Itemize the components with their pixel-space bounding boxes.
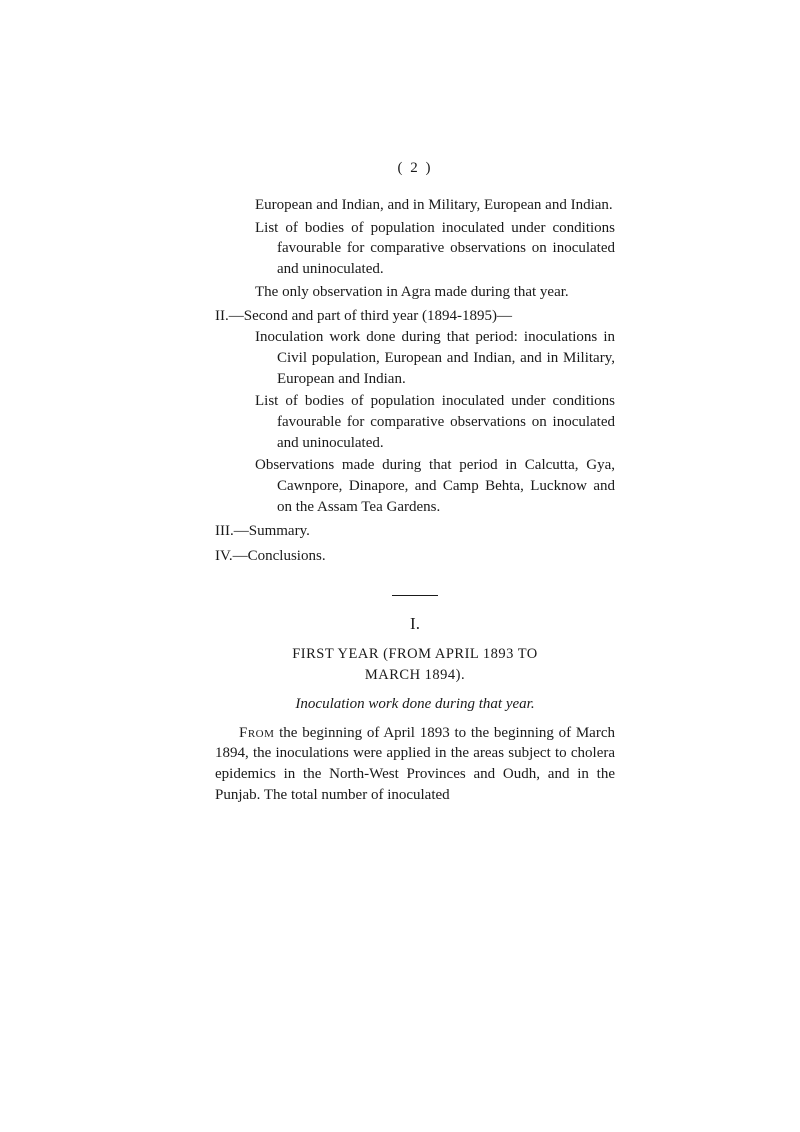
heading-line-2: MARCH 1894).	[365, 667, 465, 683]
list-item: Inoculation work done during that period…	[277, 327, 615, 389]
roman-numeral-heading: I.	[215, 614, 615, 634]
section-3: III.—Summary.	[233, 521, 615, 542]
list-item: The only observation in Agra made during…	[277, 282, 615, 303]
section-2: II.—Second and part of third year (1894-…	[215, 306, 615, 517]
section-4: IV.—Conclusions.	[233, 546, 615, 567]
paragraph-rest: the beginning of April 1893 to the begin…	[215, 725, 615, 803]
section-1-continuation: European and Indian, and in Military, Eu…	[215, 195, 615, 302]
body-paragraph: From the beginning of April 1893 to the …	[215, 723, 615, 806]
document-page: ( 2 ) European and Indian, and in Milita…	[0, 0, 800, 1132]
heading-line-1: FIRST YEAR (FROM APRIL 1893 TO	[292, 646, 538, 662]
list-item: List of bodies of population inoculated …	[277, 391, 615, 453]
paragraph-lead-word: From	[239, 725, 274, 741]
divider-rule	[392, 595, 438, 596]
list-item: Observations made during that period in …	[277, 455, 615, 517]
list-item: European and Indian, and in Military, Eu…	[277, 195, 615, 216]
page-number: ( 2 )	[215, 160, 615, 177]
list-item: List of bodies of population inoculated …	[277, 218, 615, 280]
section-2-head: II.—Second and part of third year (1894-…	[233, 306, 615, 327]
chapter-subheading: Inoculation work done during that year.	[215, 696, 615, 713]
chapter-heading: FIRST YEAR (FROM APRIL 1893 TO MARCH 189…	[215, 644, 615, 686]
